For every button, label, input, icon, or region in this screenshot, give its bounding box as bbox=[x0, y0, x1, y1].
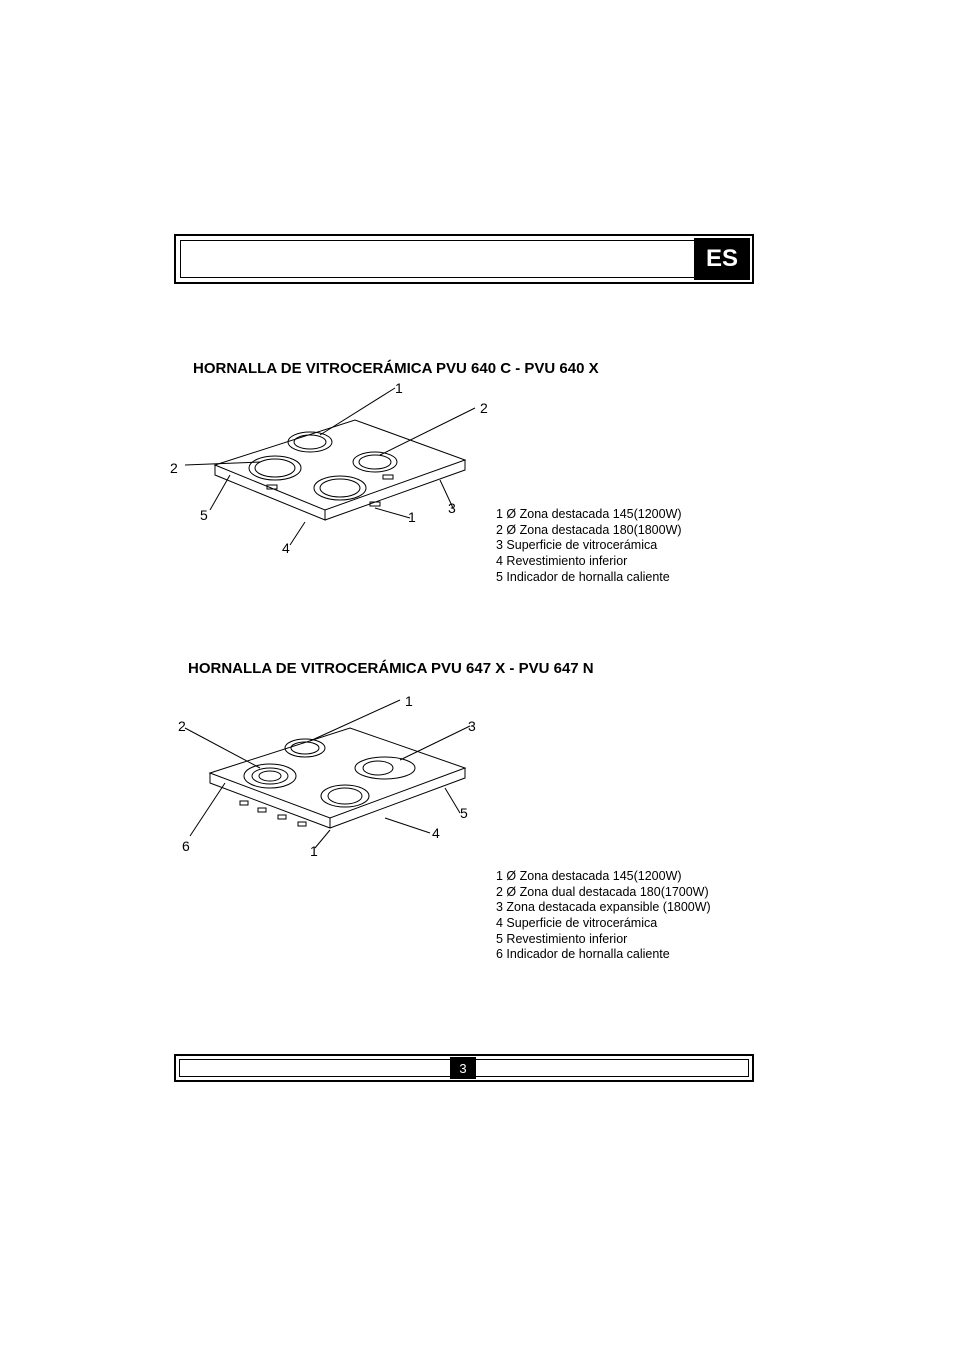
callout2-5: 5 bbox=[460, 805, 468, 821]
hob-diagram-1 bbox=[175, 380, 495, 565]
header-bar-inner bbox=[180, 240, 748, 278]
legend1-item-2: 2 Ø Zona destacada 180(1800W) bbox=[496, 523, 682, 539]
hob-diagram-2 bbox=[170, 688, 500, 873]
legend2-item-4: 4 Superficie de vitrocerámica bbox=[496, 916, 711, 932]
callout2-6: 6 bbox=[182, 838, 190, 854]
callout-1a: 1 bbox=[395, 380, 403, 396]
legend-1: 1 Ø Zona destacada 145(1200W) 2 Ø Zona d… bbox=[496, 507, 682, 585]
section2-title: HORNALLA DE VITROCERÁMICA PVU 647 X - PV… bbox=[188, 660, 594, 677]
callout-5: 5 bbox=[200, 507, 208, 523]
callout-2a: 2 bbox=[480, 400, 488, 416]
legend2-item-3: 3 Zona destacada expansible (1800W) bbox=[496, 900, 711, 916]
callout-1b: 1 bbox=[408, 509, 416, 525]
legend-2: 1 Ø Zona destacada 145(1200W) 2 Ø Zona d… bbox=[496, 869, 711, 963]
language-badge: ES bbox=[694, 238, 750, 280]
callout-4: 4 bbox=[282, 540, 290, 556]
legend2-item-1: 1 Ø Zona destacada 145(1200W) bbox=[496, 869, 711, 885]
page-number: 3 bbox=[450, 1057, 476, 1079]
header-bar bbox=[174, 234, 754, 284]
callout2-4: 4 bbox=[432, 825, 440, 841]
legend1-item-1: 1 Ø Zona destacada 145(1200W) bbox=[496, 507, 682, 523]
legend2-item-5: 5 Revestimiento inferior bbox=[496, 932, 711, 948]
legend1-item-3: 3 Superficie de vitrocerámica bbox=[496, 538, 682, 554]
legend1-item-5: 5 Indicador de hornalla caliente bbox=[496, 570, 682, 586]
legend1-item-4: 4 Revestimiento inferior bbox=[496, 554, 682, 570]
callout-3: 3 bbox=[448, 500, 456, 516]
callout2-1b: 1 bbox=[310, 843, 318, 859]
callout2-2: 2 bbox=[178, 718, 186, 734]
legend2-item-6: 6 Indicador de hornalla caliente bbox=[496, 947, 711, 963]
callout2-3: 3 bbox=[468, 718, 476, 734]
callout2-1a: 1 bbox=[405, 693, 413, 709]
legend2-item-2: 2 Ø Zona dual destacada 180(1700W) bbox=[496, 885, 711, 901]
section1-title: HORNALLA DE VITROCERÁMICA PVU 640 C - PV… bbox=[193, 360, 599, 377]
callout-2b: 2 bbox=[170, 460, 178, 476]
